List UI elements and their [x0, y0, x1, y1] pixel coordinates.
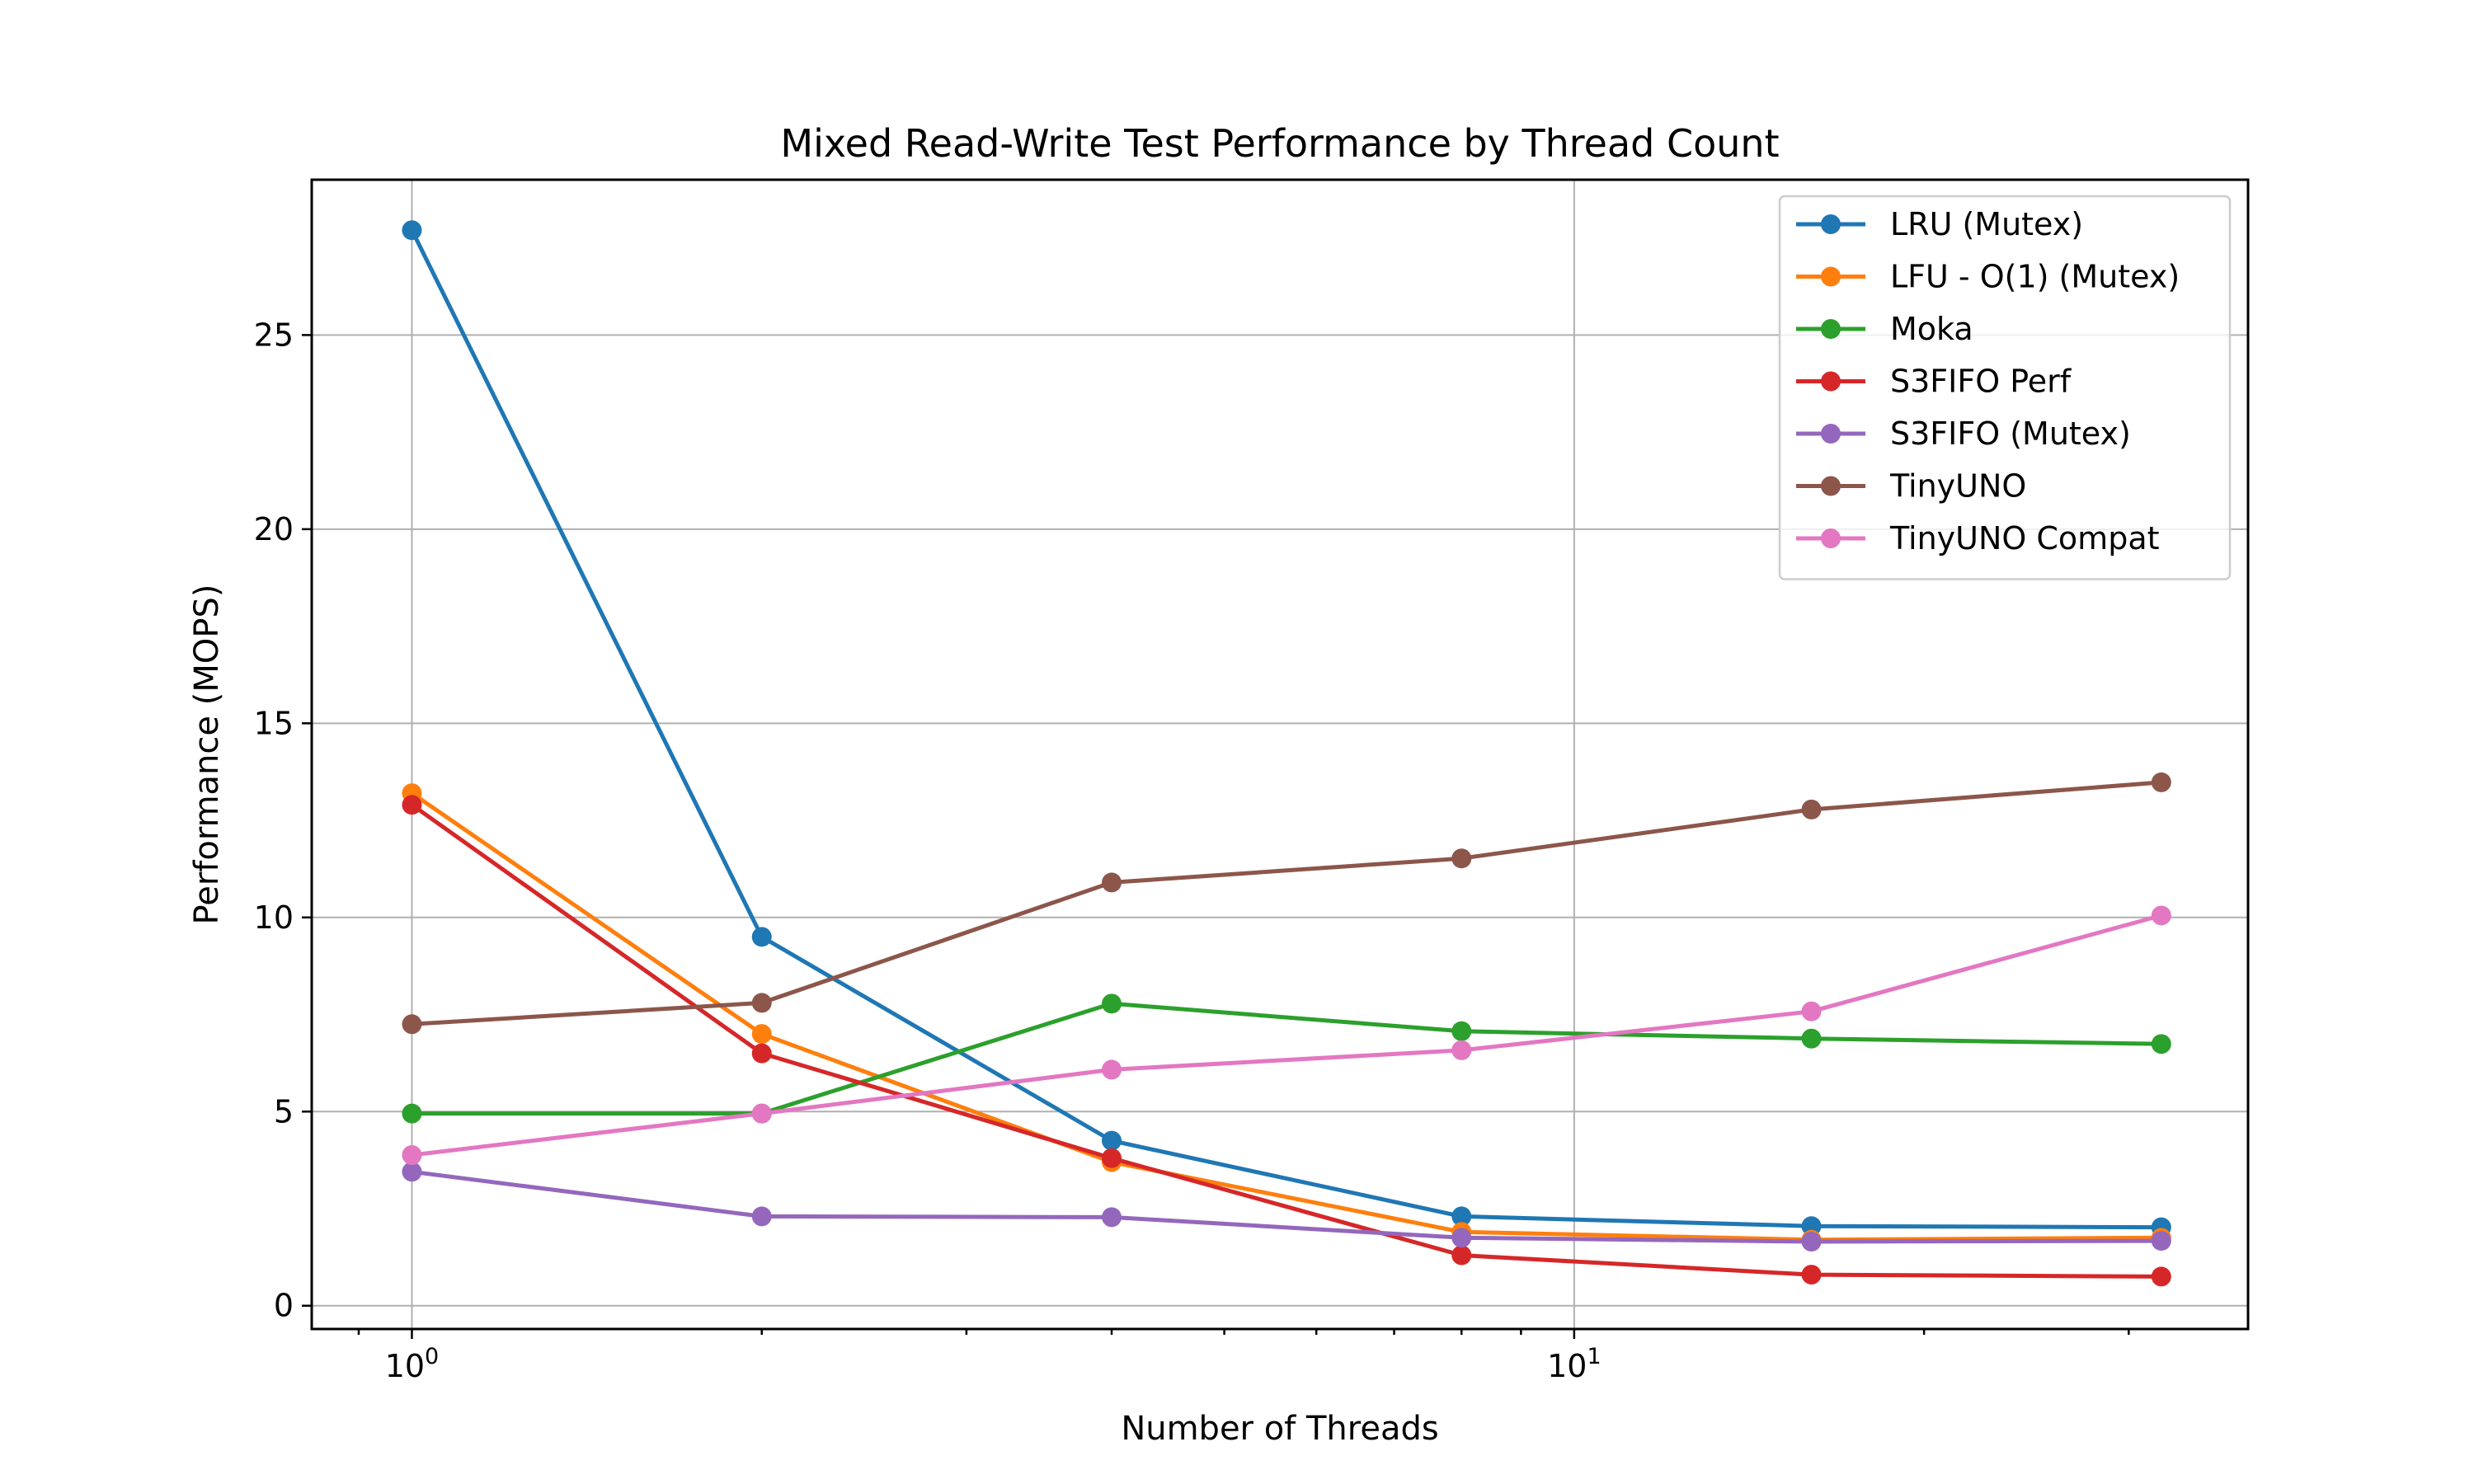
- x-tick-exponent: 1: [1587, 1344, 1601, 1369]
- data-point: [1801, 1001, 1822, 1021]
- legend-item: LFU - O(1) (Mutex): [1796, 259, 2180, 295]
- legend-item: S3FIFO Perf: [1796, 364, 2072, 400]
- legend-item: S3FIFO (Mutex): [1796, 416, 2131, 452]
- data-point: [2151, 1034, 2171, 1054]
- data-point: [2151, 1231, 2171, 1252]
- legend-label: TinyUNO: [1889, 468, 2026, 505]
- data-point: [751, 927, 772, 947]
- data-point: [402, 1014, 422, 1035]
- y-tick-label: 0: [274, 1288, 294, 1324]
- series-s3fifo-perf: [402, 795, 2171, 1287]
- data-point: [1451, 1228, 1472, 1248]
- data-point: [1102, 872, 1122, 893]
- data-point: [1102, 1148, 1122, 1168]
- legend-label: LFU - O(1) (Mutex): [1890, 259, 2180, 295]
- series-line: [411, 803, 2161, 1279]
- data-point: [1801, 1265, 1822, 1285]
- legend-item: Moka: [1796, 311, 1973, 347]
- data-point: [1801, 1232, 1822, 1252]
- data-point: [402, 795, 422, 815]
- data-point: [1451, 1040, 1472, 1060]
- x-tick-exponent: 0: [425, 1344, 439, 1369]
- data-point: [751, 1103, 772, 1124]
- data-point: [2151, 772, 2171, 792]
- series-line: [412, 1169, 2161, 1244]
- data-point: [1451, 1245, 1472, 1266]
- data-point: [751, 1206, 772, 1227]
- y-tick-label: 20: [254, 511, 294, 547]
- y-tick-label: 5: [274, 1093, 294, 1129]
- data-point: [402, 1145, 422, 1166]
- legend: LRU (Mutex) LFU - O(1) (Mutex) Moka S3FIFO …: [1778, 195, 2232, 580]
- data-point: [1451, 1206, 1472, 1227]
- data-point: [751, 1043, 772, 1064]
- legend-label: S3FIFO (Mutex): [1890, 416, 2131, 452]
- data-point: [2151, 1266, 2171, 1287]
- data-point: [751, 993, 772, 1013]
- data-point: [402, 220, 422, 241]
- x-tick-base: 10: [1547, 1348, 1587, 1384]
- x-tick-base: 10: [385, 1348, 425, 1384]
- data-point: [1102, 993, 1122, 1014]
- legend-swatch-marker: [1821, 214, 1841, 234]
- legend-label: LRU (Mutex): [1890, 206, 2083, 242]
- series-line: [410, 229, 2161, 1230]
- data-point: [402, 1162, 422, 1182]
- series-line: [412, 780, 2161, 1026]
- plot-frame: [310, 178, 2250, 1331]
- legend-item: TinyUNO: [1796, 468, 2026, 505]
- data-point: [1102, 1130, 1122, 1151]
- legend-label: TinyUNO Compat: [1889, 520, 2160, 556]
- y-tick-label: 15: [254, 705, 294, 741]
- series-line: [412, 1001, 2161, 1116]
- y-tick-label: 25: [254, 317, 294, 353]
- legend-item: TinyUNO Compat: [1796, 520, 2160, 556]
- legend-label: S3FIFO Perf: [1890, 364, 2072, 400]
- series-line: [411, 791, 2161, 1242]
- legend-item: LRU (Mutex): [1796, 206, 2083, 242]
- legend-label: Moka: [1890, 311, 1973, 347]
- legend-swatch-marker: [1821, 528, 1841, 548]
- data-point: [402, 1103, 422, 1124]
- series-s3fifo-mutex: [402, 1162, 2171, 1252]
- x-tick-label: 101: [1547, 1344, 1602, 1384]
- data-point: [2151, 905, 2171, 926]
- data-point: [1102, 1059, 1122, 1080]
- legend-swatch-marker: [1821, 266, 1841, 287]
- data-point: [1801, 1028, 1822, 1049]
- legend-swatch-marker: [1821, 371, 1841, 392]
- data-point: [1801, 1216, 1822, 1237]
- series-tinyuno-compat: [402, 905, 2171, 1166]
- series-line: [412, 913, 2162, 1158]
- y-tick-label: 10: [254, 899, 294, 936]
- y-axis-label: Performance (MOPS): [188, 585, 226, 925]
- legend-swatch-marker: [1821, 424, 1841, 444]
- legend-swatch-marker: [1821, 476, 1841, 496]
- chart-title: Mixed Read-Write Test Performance by Thr…: [780, 121, 1779, 166]
- data-point: [751, 1024, 772, 1045]
- x-tick-label: 100: [385, 1344, 440, 1384]
- x-axis-label: Number of Threads: [1121, 1410, 1438, 1448]
- series-tinyuno: [402, 772, 2171, 1035]
- data-point: [1102, 1207, 1122, 1228]
- data-point: [1801, 799, 1822, 819]
- legend-box: [1778, 195, 2232, 580]
- data-point: [1451, 1021, 1472, 1041]
- legend-swatch-marker: [1821, 319, 1841, 339]
- series-lines: [402, 220, 2171, 1287]
- data-point: [1451, 848, 1472, 869]
